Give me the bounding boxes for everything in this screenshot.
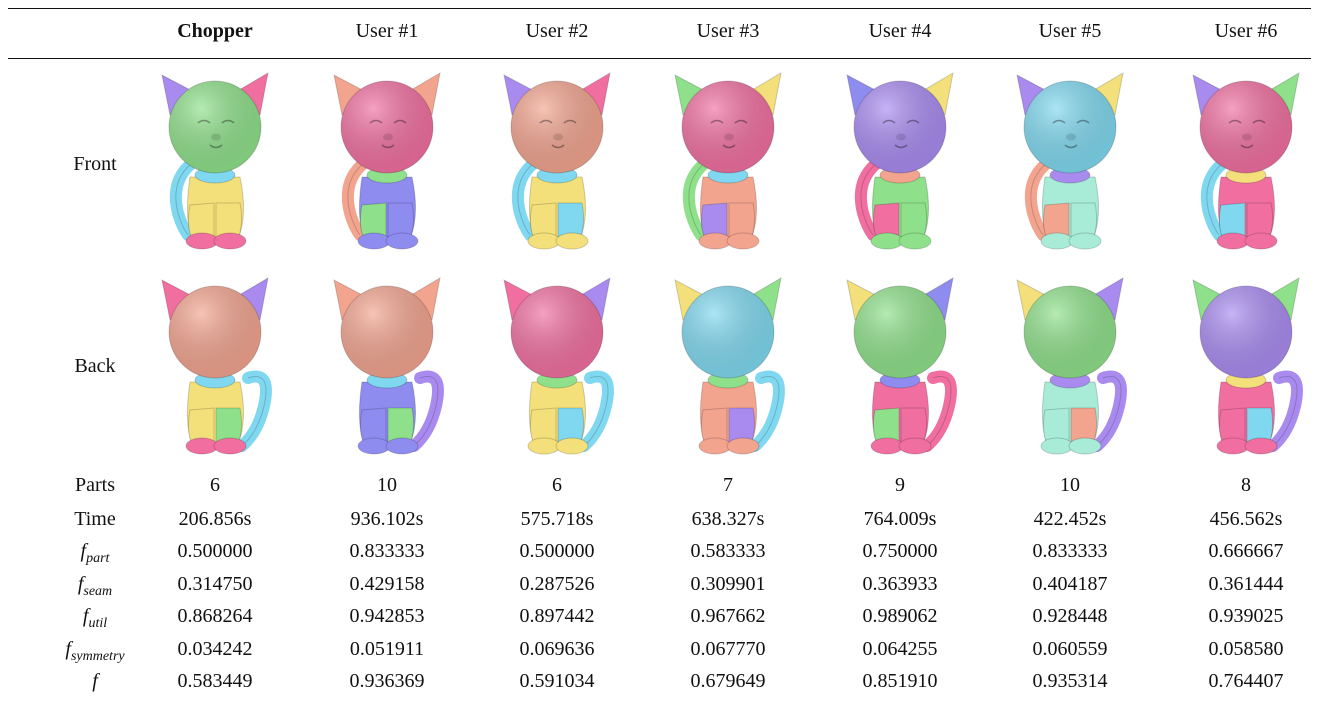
table-cell-f-symmetry: 0.034242 bbox=[177, 638, 253, 660]
row-label-front: Front bbox=[73, 153, 117, 175]
table-cell-f-seam: 0.287526 bbox=[519, 573, 595, 595]
row-label-f-util: futil bbox=[82, 605, 108, 631]
table-cell-f-util: 0.967662 bbox=[690, 605, 766, 627]
table-cell-parts: 6 bbox=[552, 474, 562, 496]
table-cell-time: 575.718s bbox=[520, 508, 594, 530]
table-cell-f-symmetry: 0.060559 bbox=[1032, 638, 1108, 660]
cat-model-back-3 bbox=[653, 270, 803, 465]
table-cell-f-part: 0.833333 bbox=[349, 540, 425, 562]
cat-model-front-2 bbox=[482, 65, 632, 260]
table-cell-f-seam: 0.363933 bbox=[862, 573, 938, 595]
table-cell-f: 0.851910 bbox=[862, 670, 938, 692]
table-cell-parts: 10 bbox=[1060, 474, 1080, 496]
table-cell-f-part: 0.583333 bbox=[690, 540, 766, 562]
table-cell-f-symmetry: 0.064255 bbox=[862, 638, 938, 660]
row-label-f: f bbox=[92, 670, 98, 692]
table-cell-f-util: 0.928448 bbox=[1032, 605, 1108, 627]
table-cell-f: 0.679649 bbox=[690, 670, 766, 692]
row-label-f-symmetry: fsymmetry bbox=[65, 638, 125, 664]
table-cell-parts: 10 bbox=[377, 474, 397, 496]
table-cell-f: 0.764407 bbox=[1208, 670, 1284, 692]
table-cell-f-util: 0.897442 bbox=[519, 605, 595, 627]
cat-model-front-3 bbox=[653, 65, 803, 260]
column-header: User #1 bbox=[355, 20, 419, 42]
cat-model-front-1 bbox=[312, 65, 462, 260]
top-rule bbox=[8, 8, 1311, 9]
table-cell-parts: 8 bbox=[1241, 474, 1251, 496]
row-label-back: Back bbox=[74, 355, 116, 377]
table-cell-f-util: 0.942853 bbox=[349, 605, 425, 627]
cat-model-back-5 bbox=[995, 270, 1145, 465]
cat-model-front-6 bbox=[1171, 65, 1319, 260]
column-header: User #4 bbox=[868, 20, 932, 42]
table-cell-time: 206.856s bbox=[178, 508, 252, 530]
table-cell-f-part: 0.750000 bbox=[862, 540, 938, 562]
table-cell-f-part: 0.500000 bbox=[519, 540, 595, 562]
table-cell-f-util: 0.989062 bbox=[862, 605, 938, 627]
table-cell-f-seam: 0.429158 bbox=[349, 573, 425, 595]
table-cell-f-util: 0.939025 bbox=[1208, 605, 1284, 627]
header-rule bbox=[8, 58, 1311, 59]
column-header: User #3 bbox=[696, 20, 760, 42]
row-label-f-part: fpart bbox=[80, 540, 110, 566]
row-label-parts: Parts bbox=[75, 474, 115, 496]
cat-model-back-4 bbox=[825, 270, 975, 465]
table-cell-f: 0.936369 bbox=[349, 670, 425, 692]
table-cell-f-util: 0.868264 bbox=[177, 605, 253, 627]
table-cell-f-symmetry: 0.051911 bbox=[349, 638, 425, 660]
table-cell-parts: 7 bbox=[723, 474, 733, 496]
cat-model-back-0 bbox=[140, 270, 290, 465]
row-label-f-seam: fseam bbox=[77, 573, 113, 599]
table-cell-f: 0.935314 bbox=[1032, 670, 1108, 692]
cat-model-back-6 bbox=[1171, 270, 1319, 465]
table-cell-f-part: 0.500000 bbox=[177, 540, 253, 562]
column-header: Chopper bbox=[177, 20, 253, 42]
column-header: User #5 bbox=[1038, 20, 1102, 42]
table-cell-f: 0.583449 bbox=[177, 670, 253, 692]
table-cell-time: 764.009s bbox=[863, 508, 937, 530]
column-header: User #6 bbox=[1214, 20, 1278, 42]
column-header: User #2 bbox=[525, 20, 589, 42]
cat-model-back-1 bbox=[312, 270, 462, 465]
table-cell-time: 638.327s bbox=[691, 508, 765, 530]
table-cell-f-symmetry: 0.069636 bbox=[519, 638, 595, 660]
cat-model-front-5 bbox=[995, 65, 1145, 260]
table-cell-f-part: 0.666667 bbox=[1208, 540, 1284, 562]
table-cell-time: 422.452s bbox=[1033, 508, 1107, 530]
table-cell-time: 936.102s bbox=[350, 508, 424, 530]
row-label-time: Time bbox=[74, 508, 116, 530]
table-cell-f-part: 0.833333 bbox=[1032, 540, 1108, 562]
table-cell-f-seam: 0.309901 bbox=[690, 573, 766, 595]
table-cell-parts: 6 bbox=[210, 474, 220, 496]
table-cell-time: 456.562s bbox=[1209, 508, 1283, 530]
cat-model-back-2 bbox=[482, 270, 632, 465]
table-cell-f-seam: 0.404187 bbox=[1032, 573, 1108, 595]
table-cell-parts: 9 bbox=[895, 474, 905, 496]
table-cell-f-seam: 0.361444 bbox=[1208, 573, 1284, 595]
table-cell-f-symmetry: 0.067770 bbox=[690, 638, 766, 660]
table-cell-f-symmetry: 0.058580 bbox=[1208, 638, 1284, 660]
table-cell-f-seam: 0.314750 bbox=[177, 573, 253, 595]
cat-model-front-4 bbox=[825, 65, 975, 260]
table-cell-f: 0.591034 bbox=[519, 670, 595, 692]
cat-model-front-0 bbox=[140, 65, 290, 260]
